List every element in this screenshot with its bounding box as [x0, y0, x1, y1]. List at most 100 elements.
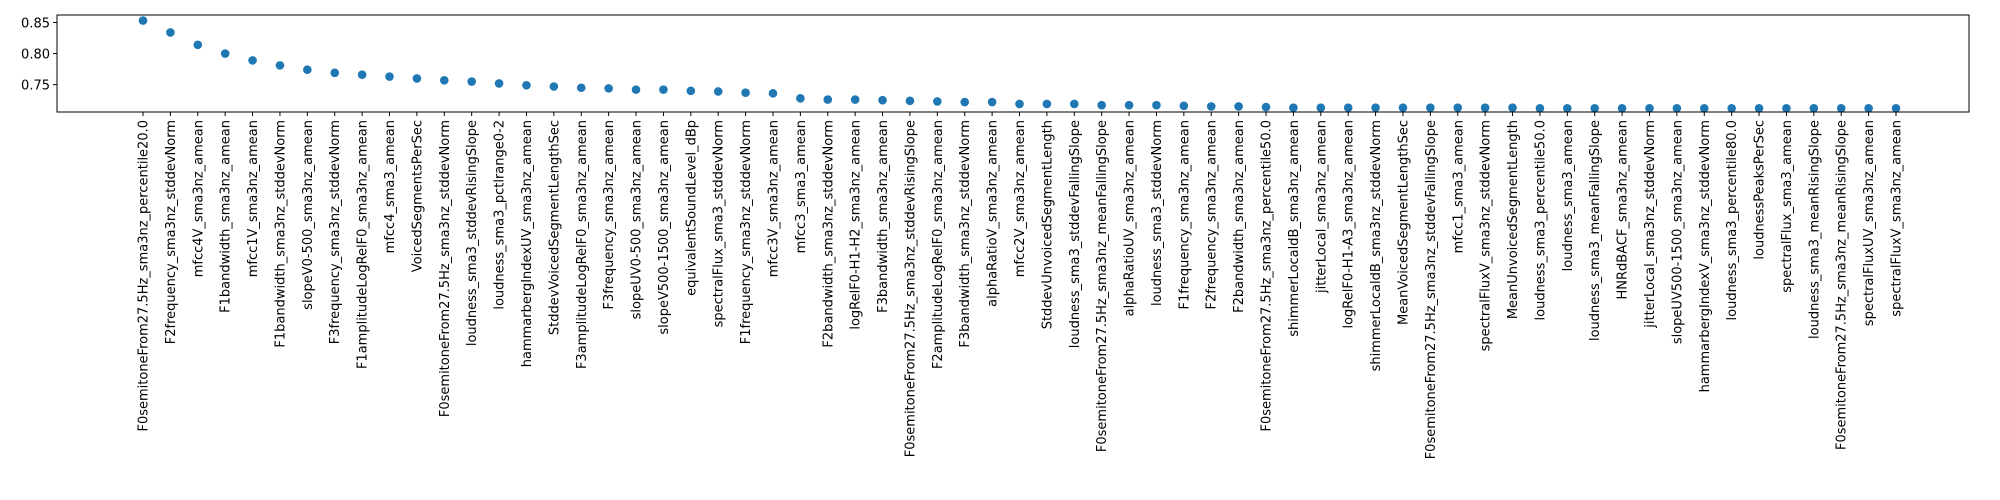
x-tick-label: F1frequency_sma3nz_amean	[1177, 120, 1192, 310]
data-point	[1453, 103, 1463, 112]
data-point	[1179, 101, 1189, 111]
data-point	[1535, 103, 1545, 113]
data-point	[1782, 103, 1791, 113]
x-tick-label: loudness_sma3_stddevNorm	[1150, 120, 1165, 306]
data-point	[1426, 103, 1435, 112]
x-tick-label: loudness_sma3_percentile80.0	[1725, 120, 1740, 320]
data-point	[576, 83, 586, 93]
x-tick-label: hammarbergIndexUV_sma3nz_amean	[520, 120, 535, 367]
x-tick-label: MeanVoicedSegmentLengthSec	[1396, 120, 1411, 325]
data-point	[686, 86, 696, 96]
data-point	[1617, 103, 1627, 113]
x-tick-label: loudness_sma3_pctlrange0-2	[493, 120, 508, 310]
x-tick-label: loudness_sma3_stddevRisingSlope	[465, 120, 480, 346]
x-tick-label: mfcc3V_sma3nz_amean	[766, 120, 781, 277]
data-point	[1590, 103, 1600, 113]
data-point	[1699, 103, 1709, 113]
data-point	[1508, 103, 1517, 112]
data-point	[303, 65, 312, 75]
data-points	[138, 16, 1901, 113]
data-point	[193, 40, 203, 50]
data-point	[905, 96, 915, 106]
data-point	[1316, 103, 1326, 112]
data-point	[412, 74, 422, 83]
data-point	[1206, 102, 1216, 111]
data-point	[1754, 103, 1764, 113]
x-tick-label: slopeUV500-1500_sma3nz_amean	[1670, 120, 1685, 344]
x-tick-label: F0semitoneFrom27.5Hz_sma3nz_meanFallingS…	[1095, 120, 1110, 452]
x-tick-label: loudness_sma3_meanRisingSlope	[1807, 120, 1822, 339]
x-tick-label: spectralFluxV_sma3nz_amean	[1890, 120, 1905, 317]
data-point	[1672, 103, 1682, 113]
data-point	[741, 88, 750, 98]
data-point	[1152, 100, 1161, 110]
data-point	[1727, 103, 1736, 113]
data-point	[1343, 103, 1353, 112]
x-tick-label: loudnessPeaksPerSec	[1753, 120, 1768, 260]
data-point	[823, 95, 833, 104]
plot-background	[57, 15, 1969, 112]
x-tick-label: hammarbergIndexV_sma3nz_stddevNorm	[1698, 120, 1713, 392]
x-tick-label: loudness_sma3_meanFallingSlope	[1588, 120, 1603, 341]
data-point	[604, 84, 613, 93]
x-tick-label: spectralFluxUV_sma3nz_amean	[1862, 120, 1877, 326]
x-tick-label: spectralFlux_sma3_stddevNorm	[712, 120, 727, 327]
data-point	[1234, 102, 1243, 111]
x-tick-label: StddevVoicedSegmentLengthSec	[547, 120, 562, 335]
data-point	[933, 97, 942, 106]
x-tick-label: MeanUnvoicedSegmentLength	[1506, 120, 1521, 319]
data-point	[987, 97, 997, 107]
x-tick-label: F0semitoneFrom27.5Hz_sma3nz_meanRisingSl…	[1835, 120, 1850, 450]
data-point	[1042, 99, 1052, 109]
data-point	[1261, 102, 1271, 112]
x-tick-label: F2amplitudeLogRelF0_sma3nz_amean	[931, 120, 946, 369]
x-tick-label: logRelF0-H1-H2_sma3nz_amean	[849, 120, 864, 330]
data-point	[878, 95, 887, 105]
x-tick-label: equivalentSoundLevel_dBp	[684, 120, 699, 296]
x-tick-label: F0semitoneFrom27.5Hz_sma3nz_stddevRising…	[903, 120, 918, 457]
data-point	[1289, 103, 1298, 112]
data-point	[138, 16, 148, 25]
data-point	[796, 94, 805, 103]
data-point	[1124, 100, 1134, 110]
data-point	[1563, 103, 1572, 113]
x-tick-label: F3frequency_sma3nz_amean	[602, 120, 617, 310]
x-tick-label: mfcc2V_sma3nz_amean	[1013, 120, 1028, 277]
data-point	[1891, 103, 1901, 113]
x-tick-label: F1frequency_sma3nz_stddevNorm	[739, 120, 754, 344]
x-tick-label: loudness_sma3_stddevFallingSlope	[1068, 120, 1083, 348]
data-point	[960, 97, 970, 107]
x-tick-label: F0semitoneFrom27.5Hz_sma3nz_stddevFallin…	[1424, 120, 1439, 459]
x-tick-label: F2bandwidth_sma3nz_amean	[1232, 120, 1247, 313]
y-tick-label: 0.75	[21, 79, 50, 94]
data-point	[330, 68, 340, 78]
data-point	[850, 95, 860, 104]
y-tick-label: 0.85	[21, 16, 50, 31]
x-tick-label: F3bandwidth_sma3nz_stddevNorm	[958, 120, 973, 348]
data-point	[1480, 103, 1490, 112]
x-tick-label: jitterLocal_sma3nz_amean	[1314, 120, 1329, 294]
x-tick-label: F0semitoneFrom27.5Hz_sma3nz_stddevNorm	[438, 120, 453, 417]
x-tick-label: F0semitoneFrom27.5Hz_sma3nz_percentile50…	[1260, 120, 1275, 432]
x-tick-label: F3frequency_sma3nz_stddevNorm	[328, 120, 343, 344]
data-point	[467, 77, 476, 86]
data-point	[549, 82, 559, 91]
x-tick-label: F1bandwidth_sma3nz_stddevNorm	[273, 120, 288, 348]
x-tick-label: StddevUnvoicedSegmentLength	[1040, 120, 1055, 329]
x-tick-label: alphaRatioUV_sma3nz_amean	[1123, 120, 1138, 316]
x-tick-label: mfcc4_sma3_amean	[383, 120, 398, 253]
data-point	[1015, 99, 1024, 109]
data-point	[1864, 103, 1873, 113]
x-tick-label: F2bandwidth_sma3nz_stddevNorm	[821, 120, 836, 348]
x-tick-label: VoicedSegmentsPerSec	[410, 120, 425, 272]
x-tick-label: mfcc1V_sma3nz_amean	[246, 120, 261, 277]
data-point	[1069, 99, 1079, 109]
x-tick-label: F1bandwidth_sma3nz_amean	[219, 120, 234, 313]
data-point	[713, 87, 723, 96]
x-tick-label: F3bandwidth_sma3nz_amean	[876, 120, 891, 313]
data-point	[1398, 103, 1408, 112]
x-axis: F0semitoneFrom27.5Hz_sma3nz_percentile20…	[137, 112, 1905, 459]
data-point	[166, 28, 175, 37]
data-point	[522, 80, 531, 90]
